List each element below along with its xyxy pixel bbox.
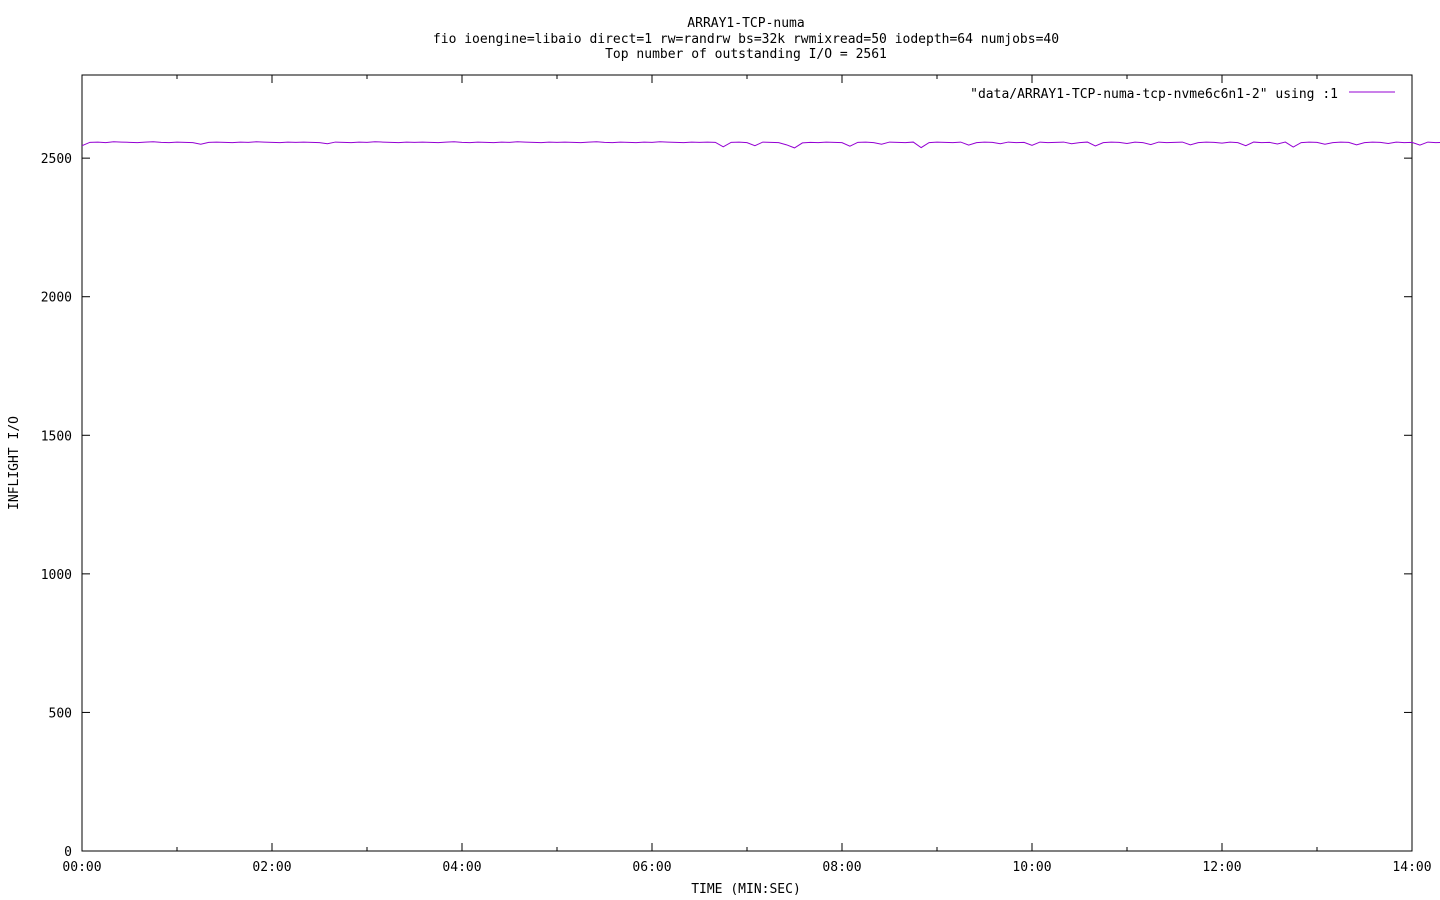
y-tick-label-1: 500 [49, 706, 72, 721]
chart-subtitle: fio ioengine=libaio direct=1 rw=randrw b… [433, 32, 1059, 47]
x-tick-label-2: 04:00 [442, 860, 481, 875]
series-line-0 [81, 141, 1440, 149]
x-tick-label-4: 08:00 [822, 860, 861, 875]
y-tick-label-4: 2000 [41, 291, 72, 306]
x-axis: 00:00 02:00 04:00 06:00 08:00 10:00 12:00 14:00 [62, 75, 1432, 875]
x-tick-label-3: 06:00 [632, 860, 671, 875]
x-tick-label-0: 00:00 [62, 860, 101, 875]
chart-subtitle-2: Top number of outstanding I/O = 2561 [605, 47, 887, 62]
y-axis-label: INFLIGHT I/O [7, 416, 22, 510]
x-tick-label-5: 10:00 [1012, 860, 1051, 875]
x-axis-label: TIME (MIN:SEC) [691, 882, 801, 897]
chart-title: ARRAY1-TCP-numa [687, 16, 804, 31]
y-axis: 0 500 1000 1500 2000 2500 [41, 152, 1412, 860]
legend-entry-label: "data/ARRAY1-TCP-numa-tcp-nvme6c6n1-2" u… [970, 87, 1338, 102]
x-tick-label-6: 12:00 [1202, 860, 1241, 875]
y-tick-label-5: 2500 [41, 152, 72, 167]
x-tick-label-1: 02:00 [252, 860, 291, 875]
x-tick-label-7: 14:00 [1392, 860, 1431, 875]
y-tick-label-2: 1000 [41, 568, 72, 583]
y-tick-label-3: 1500 [41, 429, 72, 444]
series-layer [81, 141, 1440, 149]
y-tick-label-0: 0 [64, 845, 72, 860]
legend: "data/ARRAY1-TCP-numa-tcp-nvme6c6n1-2" u… [970, 87, 1395, 102]
